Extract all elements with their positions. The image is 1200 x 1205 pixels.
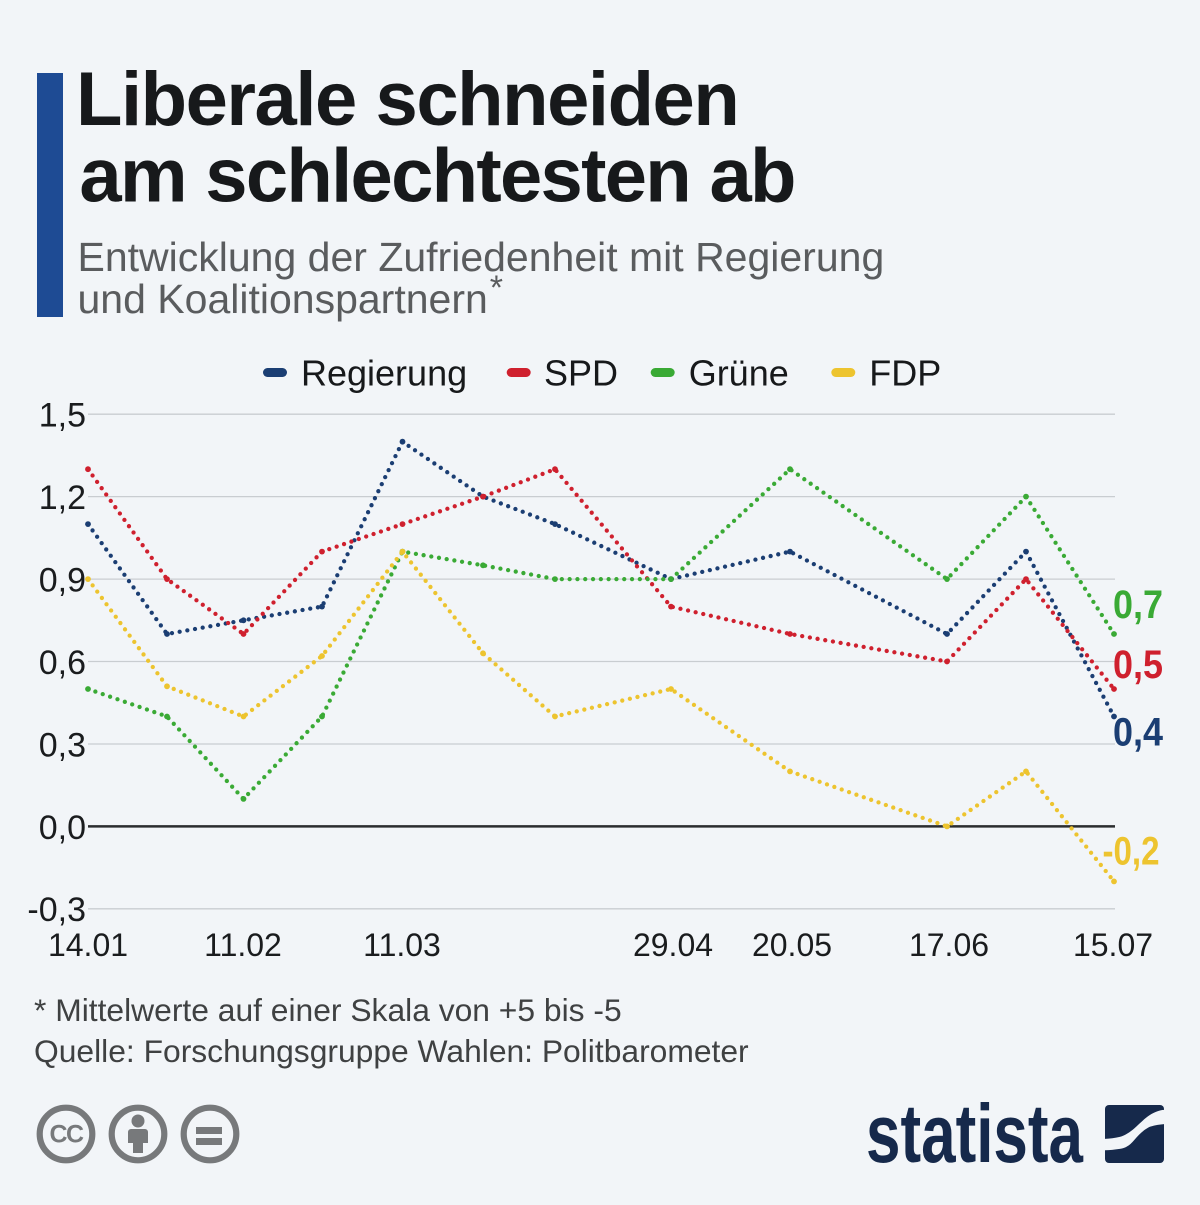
svg-text:11.03: 11.03 bbox=[363, 927, 441, 963]
svg-text:0,5: 0,5 bbox=[1113, 643, 1163, 687]
svg-text:-0,3: -0,3 bbox=[27, 891, 86, 929]
svg-text:20.05: 20.05 bbox=[752, 927, 832, 963]
svg-text:SPD: SPD bbox=[544, 353, 618, 394]
svg-text:Grüne: Grüne bbox=[689, 353, 789, 394]
svg-text:FDP: FDP bbox=[869, 353, 941, 394]
svg-text:Liberale schneiden: Liberale schneiden bbox=[76, 57, 738, 142]
svg-text:Entwicklung der Zufriedenheit: Entwicklung der Zufriedenheit mit Regier… bbox=[78, 234, 885, 280]
svg-text:17.06: 17.06 bbox=[909, 927, 989, 963]
svg-text:Regierung: Regierung bbox=[301, 353, 467, 394]
svg-text:0,3: 0,3 bbox=[39, 726, 86, 764]
svg-text:1,5: 1,5 bbox=[39, 397, 86, 435]
svg-text:15.07: 15.07 bbox=[1073, 927, 1153, 963]
svg-text:CC: CC bbox=[49, 1121, 84, 1149]
svg-text:* Mittelwerte auf einer Skala: * Mittelwerte auf einer Skala von +5 bis… bbox=[34, 992, 622, 1028]
svg-text:29.04: 29.04 bbox=[633, 927, 713, 963]
svg-text:0,0: 0,0 bbox=[39, 809, 86, 847]
svg-text:Quelle: Forschungsgruppe Wahle: Quelle: Forschungsgruppe Wahlen: Politba… bbox=[34, 1033, 749, 1069]
svg-text:-0,2: -0,2 bbox=[1103, 830, 1160, 874]
svg-text:1,2: 1,2 bbox=[39, 479, 86, 517]
svg-text:und Koalitionspartnern*: und Koalitionspartnern* bbox=[78, 269, 504, 322]
svg-text:am schlechtesten ab: am schlechtesten ab bbox=[79, 134, 794, 219]
svg-text:0,4: 0,4 bbox=[1113, 711, 1164, 755]
svg-text:0,7: 0,7 bbox=[1113, 583, 1163, 627]
svg-text:14.01: 14.01 bbox=[48, 927, 128, 963]
svg-text:0,9: 0,9 bbox=[39, 562, 86, 600]
svg-text:0,6: 0,6 bbox=[39, 644, 86, 682]
svg-text:statista: statista bbox=[866, 1087, 1084, 1180]
svg-text:11.02: 11.02 bbox=[204, 927, 282, 963]
